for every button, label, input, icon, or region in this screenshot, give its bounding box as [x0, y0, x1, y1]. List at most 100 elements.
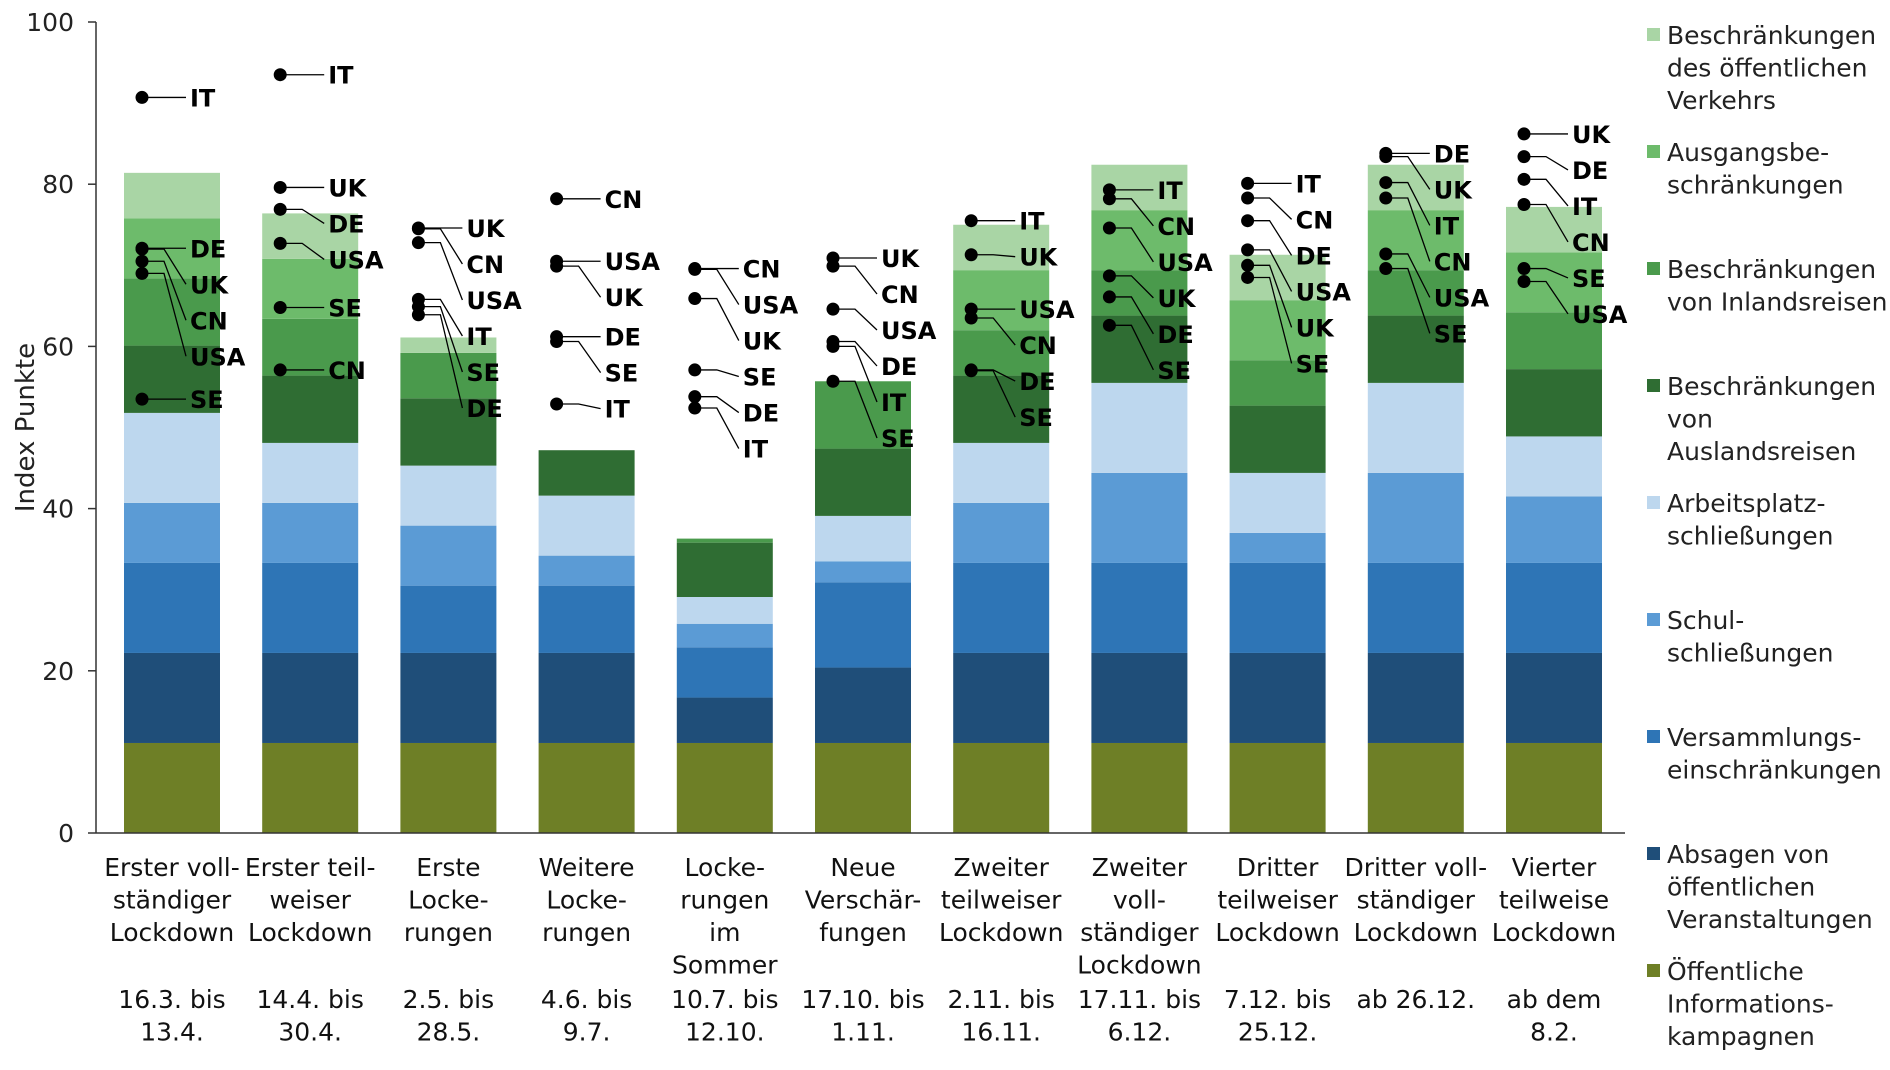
country-leader-line	[1385, 197, 1431, 262]
country-marker-dot	[688, 390, 702, 404]
country-marker-label: USA	[1434, 284, 1490, 312]
country-marker-label: UK	[1572, 121, 1611, 149]
country-marker-dot	[688, 401, 702, 415]
legend-label: Beschränkungen	[1667, 21, 1876, 50]
country-marker-dot	[1379, 176, 1393, 190]
bar-segment	[1367, 652, 1464, 743]
legend-label: Versammlungs-	[1667, 723, 1861, 752]
bar-segment	[400, 652, 497, 743]
bar-segment	[953, 652, 1050, 743]
country-marker-label: IT	[605, 396, 631, 424]
x-category-date: 13.4.	[140, 1018, 204, 1047]
bar-segment	[538, 585, 635, 653]
legend-label: schließungen	[1667, 639, 1833, 668]
bar-segment	[400, 525, 497, 586]
country-marker-label: UK	[1157, 285, 1196, 313]
x-category-label: rungen	[542, 918, 631, 947]
country-leader-line	[142, 272, 187, 357]
x-category-label: rungen	[680, 886, 769, 915]
country-marker-dot	[135, 242, 149, 256]
x-category-label: Lockdown	[1077, 951, 1201, 980]
legend-label: von	[1667, 405, 1713, 434]
bar-segment	[538, 742, 635, 833]
country-marker-label: DE	[605, 324, 641, 352]
country-marker-label: SE	[1572, 265, 1606, 293]
bar-segment	[1091, 472, 1188, 563]
bar-segment	[1506, 742, 1602, 833]
country-marker-label: SE	[1157, 357, 1191, 385]
country-marker-dot	[1379, 150, 1393, 164]
country-leader-line	[1109, 324, 1154, 371]
country-marker-label: USA	[1019, 296, 1075, 324]
country-marker-label: IT	[328, 62, 354, 90]
country-marker-label: DE	[1157, 321, 1193, 349]
country-marker-label: CN	[1019, 332, 1057, 360]
y-tick-label: 0	[58, 819, 74, 848]
country-leader-line	[1109, 296, 1154, 335]
country-marker-dot	[826, 374, 840, 388]
country-marker-label: UK	[605, 284, 644, 312]
legend-swatch	[1647, 964, 1660, 977]
bar-segment	[1506, 206, 1602, 253]
bar-segment	[124, 652, 220, 743]
bar-segment	[676, 647, 773, 698]
bar-segment	[1091, 562, 1188, 653]
country-marker-dot	[1102, 269, 1116, 283]
country-marker-dot	[1241, 258, 1255, 272]
country-marker-dot	[1102, 221, 1116, 235]
country-marker-dot	[964, 364, 978, 378]
country-marker-dot	[1241, 214, 1255, 228]
country-marker-label: CN	[743, 256, 781, 284]
legend-label: Arbeitsplatz-	[1667, 489, 1825, 518]
country-marker-label: UK	[1296, 314, 1335, 342]
country-marker-label: DE	[466, 395, 502, 423]
y-tick-label: 100	[26, 8, 74, 37]
country-leader-line	[833, 265, 878, 295]
country-leader-line	[418, 228, 463, 265]
bar-segment	[1506, 652, 1602, 743]
country-markers-layer: IT DE UK CN USA SE IT UK DE USA SE CN UK CN USA IT SE DE C…	[135, 62, 1628, 464]
country-marker-label: USA	[466, 287, 522, 315]
country-marker-dot	[1517, 127, 1531, 141]
country-marker-label: CN	[190, 307, 228, 335]
x-category-label: Dritter voll-	[1344, 853, 1487, 882]
legend-label: öffentlichen	[1667, 873, 1815, 902]
bar-segment	[262, 562, 359, 653]
country-marker-label: IT	[881, 389, 907, 417]
country-marker-label: SE	[605, 360, 639, 388]
country-marker-dot	[964, 311, 978, 325]
country-marker-label: DE	[328, 210, 364, 238]
country-leader-line	[1109, 198, 1154, 227]
bars-layer	[124, 164, 1602, 833]
country-marker-dot	[1102, 192, 1116, 206]
x-category-label: Vierter	[1512, 853, 1597, 882]
country-leader-line	[418, 314, 464, 409]
country-marker-dot	[1379, 247, 1393, 261]
bar-segment	[124, 412, 220, 503]
legend-label: einschränkungen	[1667, 756, 1882, 785]
country-marker-label: UK	[743, 328, 782, 356]
country-marker-dot	[550, 192, 564, 206]
country-marker-label: DE	[190, 235, 226, 263]
country-leader-line	[1524, 280, 1569, 315]
bar-segment	[262, 502, 359, 563]
x-category-label: rungen	[404, 918, 493, 947]
country-marker-dot	[273, 68, 287, 82]
bar-segment	[953, 742, 1050, 833]
legend-label: Auslandsreisen	[1667, 437, 1856, 466]
x-category-date: 28.5.	[417, 1018, 481, 1047]
country-marker-label: SE	[328, 294, 362, 322]
country-leader-line	[1385, 181, 1431, 226]
country-marker-label: DE	[1296, 242, 1332, 270]
country-leader-line	[1109, 275, 1154, 299]
country-marker-label: IT	[466, 323, 492, 351]
country-leader-line	[556, 340, 602, 374]
country-marker-label: UK	[881, 245, 920, 273]
country-marker-label: SE	[1019, 404, 1053, 432]
legend-swatch	[1647, 613, 1660, 626]
legend-swatch	[1647, 379, 1660, 392]
x-category-label: Lockdown	[1215, 918, 1339, 947]
country-leader-line	[556, 403, 601, 410]
country-marker-label: UK	[190, 271, 229, 299]
